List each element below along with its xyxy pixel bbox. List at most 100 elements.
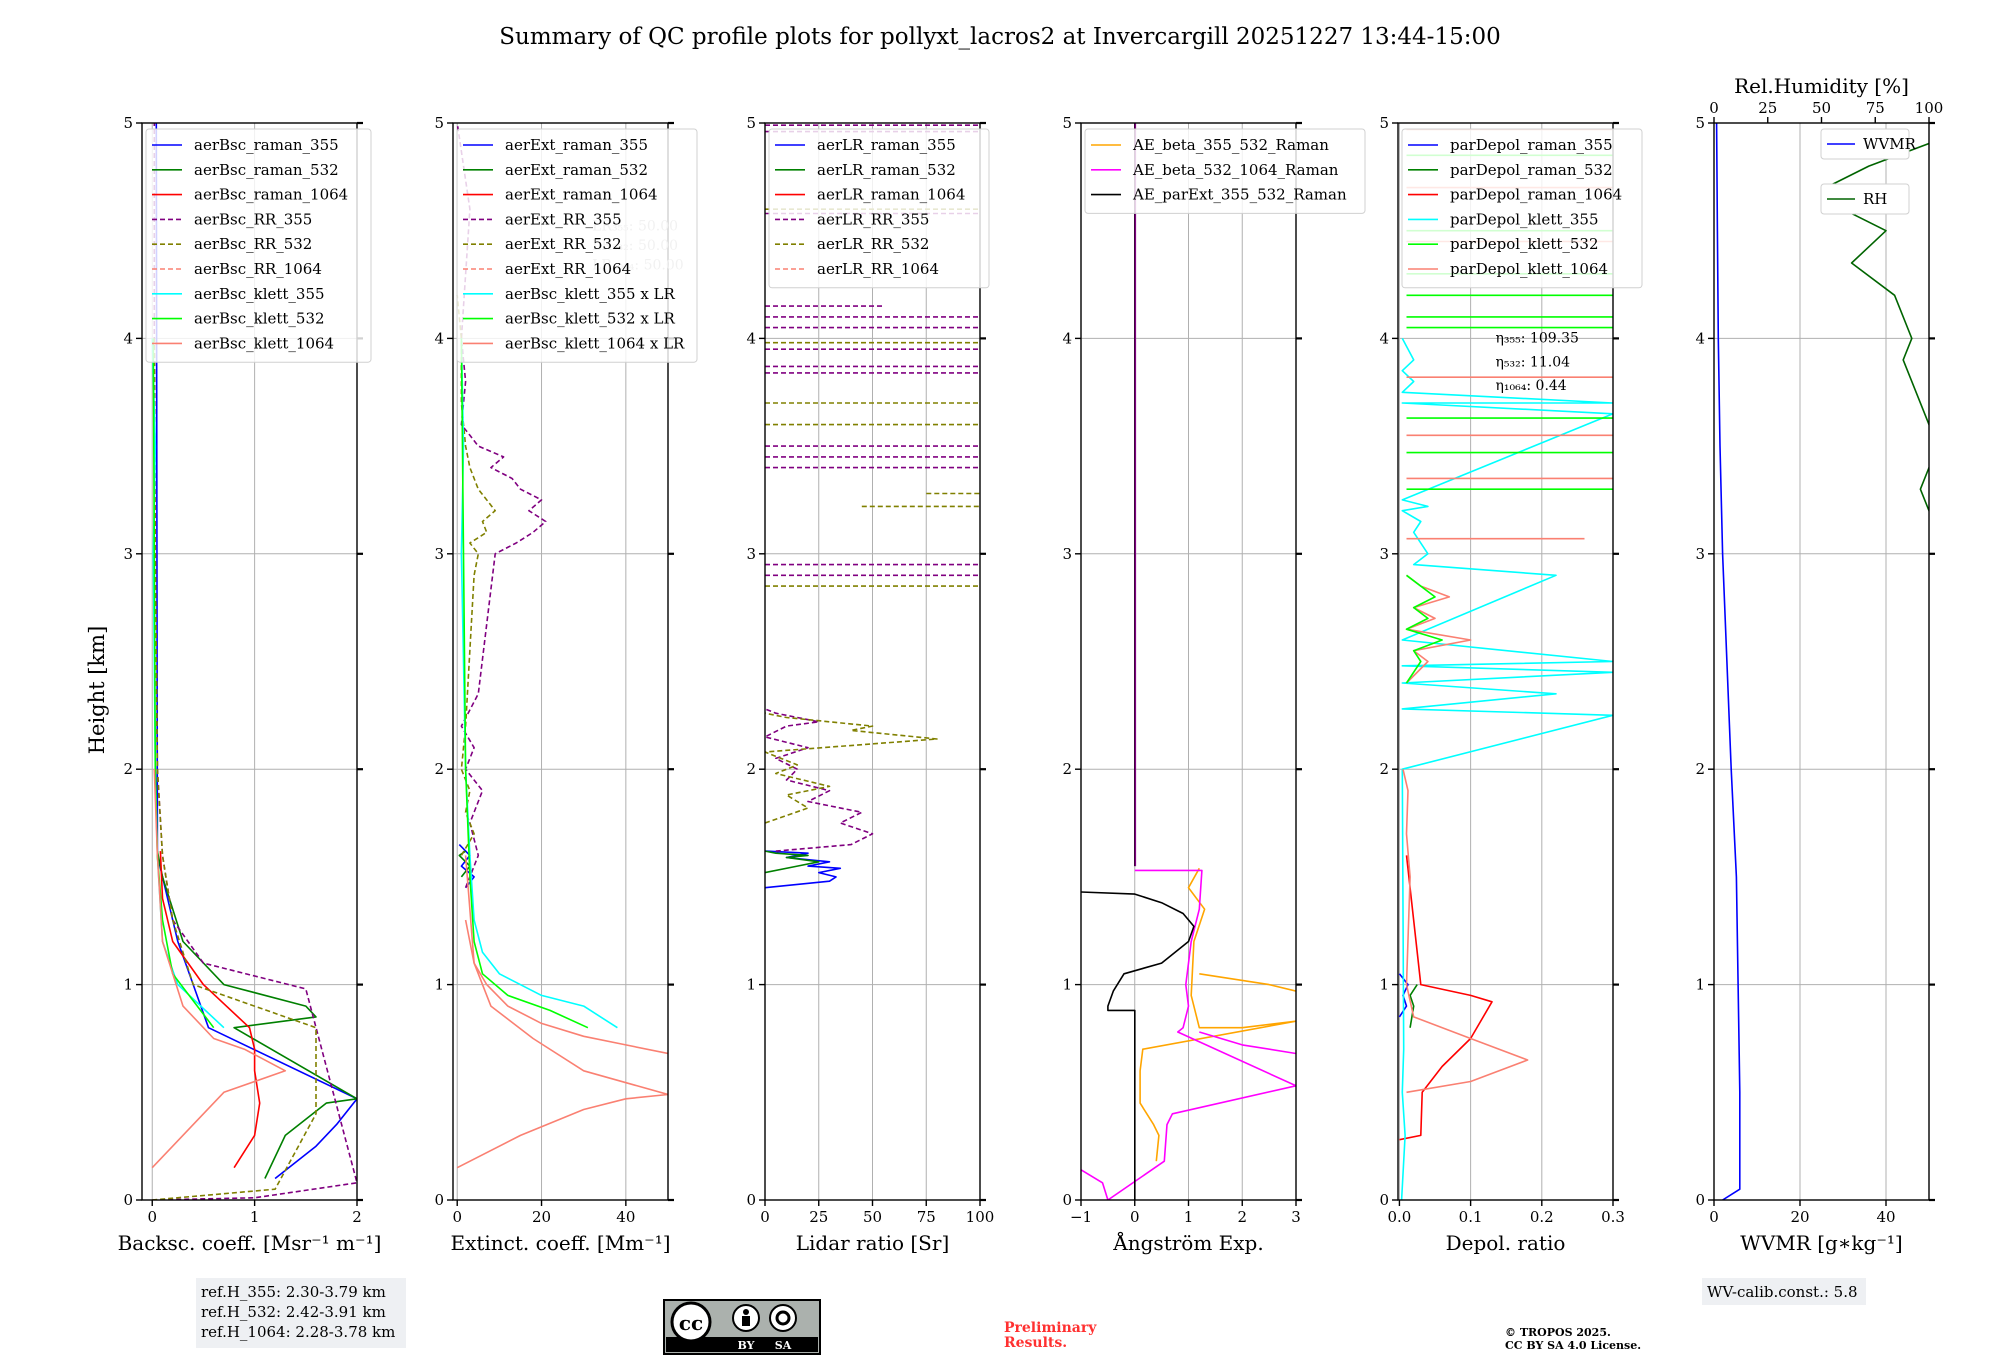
- series-group: [1081, 123, 1296, 1200]
- series-group: [1398, 128, 1613, 1200]
- top-x-tick-label: 25: [1758, 99, 1777, 117]
- legend-label: aerBsc_RR_532: [194, 235, 312, 253]
- legend-label: parDepol_klett_532: [1450, 235, 1599, 253]
- y-tick-label: 5: [746, 114, 756, 132]
- ref-height-532: ref.H_532: 2.42-3.91 km: [201, 1303, 386, 1321]
- x-tick-label: −1: [1070, 1208, 1092, 1226]
- legend-label: aerExt_RR_532: [505, 235, 622, 253]
- legend-label: WVMR: [1863, 135, 1917, 153]
- legend-label: RH: [1863, 190, 1887, 208]
- top-x-tick-label: 0: [1709, 99, 1719, 117]
- y-tick-label: 3: [123, 545, 133, 563]
- legend-label: parDepol_raman_355: [1450, 136, 1613, 154]
- y-tick-label: 3: [1062, 545, 1072, 563]
- y-axis-label: Height [km]: [85, 626, 109, 755]
- cc-license-badge[interactable]: cc BY SA: [663, 1299, 821, 1355]
- y-tick-label: 0: [1062, 1191, 1072, 1209]
- series-pardepol-klett-532-noise: [1405, 574, 1443, 684]
- y-tick-label: 0: [1379, 1191, 1389, 1209]
- top-x-tick-label: 50: [1812, 99, 1831, 117]
- legend-label: aerBsc_klett_1064: [194, 334, 334, 352]
- annotation-text: η₁₀₆₄: 0.44: [1496, 378, 1567, 394]
- series-ae-parext-355-532-raman: [1081, 891, 1195, 1200]
- series-aerlr-raman-532: [765, 850, 820, 874]
- y-tick-label: 0: [434, 1191, 444, 1209]
- y-tick-label: 2: [434, 760, 444, 778]
- y-tick-label: 3: [746, 545, 756, 563]
- legend-label: aerLR_raman_532: [817, 161, 956, 179]
- legend-label: aerExt_raman_1064: [505, 186, 658, 204]
- legend-box: [768, 128, 990, 289]
- panel-depol: 0 1 2 3 4 5 0.0 0.1 0.2 0.3 Depol. ratio η₃₅₅: 109.…: [1379, 114, 1643, 1255]
- y-tick-label: 1: [746, 976, 756, 994]
- x-tick-label: 0: [147, 1208, 157, 1226]
- legend-label: parDepol_raman_1064: [1450, 186, 1622, 204]
- series-pardepol-raman-532: [1409, 984, 1418, 1028]
- legend-label: aerLR_RR_355: [817, 210, 929, 228]
- x-axis-label: Lidar ratio [Sr]: [796, 1231, 950, 1255]
- y-tick-label: 2: [1062, 760, 1072, 778]
- x-tick-label: 0: [1709, 1208, 1719, 1226]
- copyright-line2: CC BY SA 4.0 License.: [1505, 1339, 1641, 1352]
- y-tick-label: 1: [434, 976, 444, 994]
- x-tick-label: 40: [1876, 1208, 1895, 1226]
- series-aerlr-rr-355: [765, 708, 874, 852]
- x-tick-label: 0.1: [1459, 1208, 1483, 1226]
- legend-label: aerBsc_raman_355: [194, 136, 339, 154]
- legend-label: aerLR_RR_1064: [817, 260, 939, 278]
- legend-label: aerExt_RR_355: [505, 210, 622, 228]
- legend-label: aerBsc_klett_532: [194, 310, 325, 328]
- x-axis-label: WVMR [g∗kg⁻¹]: [1740, 1231, 1902, 1255]
- legend-label: aerLR_raman_355: [817, 136, 956, 154]
- x-tick-label: 1: [1184, 1208, 1194, 1226]
- share-alike-icon: [769, 1304, 797, 1332]
- y-tick-label: 4: [123, 329, 133, 347]
- series-aerlr-rr-532: [765, 712, 938, 824]
- x-tick-label: 40: [616, 1208, 635, 1226]
- x-tick-label: 0: [760, 1208, 770, 1226]
- y-tick-label: 2: [746, 760, 756, 778]
- legend-label: aerBsc_raman_532: [194, 161, 339, 179]
- ref-height-1064: ref.H_1064: 2.28-3.78 km: [201, 1323, 395, 1341]
- legend-label: aerExt_RR_1064: [505, 260, 631, 278]
- legend-box: [456, 128, 698, 363]
- wv-calibration-constant: WV-calib.const.: 5.8: [1707, 1283, 1858, 1301]
- legend-label: aerBsc_klett_1064 x LR: [505, 334, 685, 352]
- y-tick-label: 4: [1379, 329, 1389, 347]
- legend-box: [145, 128, 372, 363]
- x-tick-label: 75: [917, 1208, 936, 1226]
- legend-label: aerLR_raman_1064: [817, 186, 965, 204]
- x-tick-label: 100: [966, 1208, 995, 1226]
- y-tick-label: 1: [123, 976, 133, 994]
- legend-label: AE_beta_532_1064_Raman: [1132, 161, 1339, 179]
- annotation-text: η₃₅₅: 109.35: [1496, 331, 1579, 347]
- axes-frame: [1713, 122, 1930, 1201]
- ref-height-355: ref.H_355: 2.30-3.79 km: [201, 1283, 386, 1301]
- copyright-line1: © TROPOS 2025.: [1505, 1326, 1611, 1339]
- series-pardepol-klett-1064-noise: [1405, 574, 1472, 684]
- axes-frame: [141, 122, 358, 1201]
- y-tick-label: 5: [1379, 114, 1389, 132]
- panel-backscatter: 0 1 2 3 4 5 0 1 2 Backsc. coeff. [Msr⁻¹ m⁻¹] aerBs…: [118, 114, 382, 1255]
- wv-calibration-box: WV-calib.const.: 5.8: [1702, 1278, 1866, 1305]
- series-aerext-rr-532: [456, 295, 497, 856]
- y-tick-label: 0: [1695, 1191, 1705, 1209]
- reference-height-box: ref.H_355: 2.30-3.79 km ref.H_532: 2.42-…: [196, 1278, 406, 1348]
- legend-box: [1820, 183, 1910, 215]
- x-axis-label: Depol. ratio: [1446, 1231, 1566, 1255]
- figure-title: Summary of QC profile plots for pollyxt_…: [499, 24, 1500, 50]
- legend-label: aerBsc_klett_532 x LR: [505, 310, 676, 328]
- x-tick-label: 0.3: [1601, 1208, 1625, 1226]
- legend-box: [1401, 128, 1643, 289]
- series-ae-beta-532-1064-raman: [1081, 869, 1296, 1200]
- y-tick-label: 0: [123, 1191, 133, 1209]
- legend-box: [1084, 128, 1366, 214]
- preliminary-results-line2: Results.: [1004, 1335, 1067, 1351]
- y-tick-label: 1: [1695, 976, 1705, 994]
- series-group: [1715, 123, 1929, 1200]
- x-tick-label: 0.0: [1387, 1208, 1411, 1226]
